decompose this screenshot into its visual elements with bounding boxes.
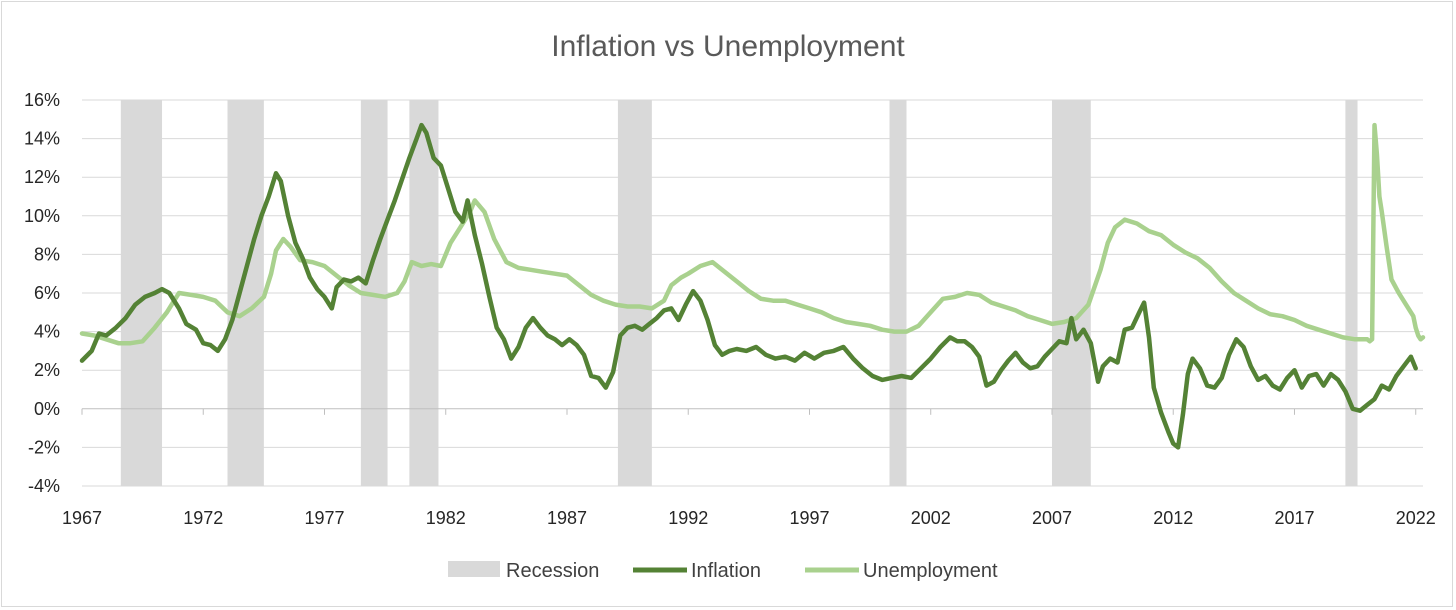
y-tick-label: 8% [34, 244, 60, 264]
chart-title: Inflation vs Unemployment [551, 30, 905, 63]
legend-label-inflation: Inflation [691, 560, 761, 582]
x-tick-label: 2007 [1032, 508, 1072, 528]
legend-label-recession: Recession [506, 560, 599, 582]
x-tick-label: 2012 [1153, 508, 1193, 528]
y-tick-label: 14% [24, 129, 60, 149]
x-tick-label: 1977 [304, 508, 344, 528]
x-tick-label: 1997 [789, 508, 829, 528]
unemployment-series-line [79, 122, 1426, 346]
y-tick-label: 6% [34, 283, 60, 303]
x-tick-label: 1992 [668, 508, 708, 528]
legend: Recession Inflation Unemployment [448, 560, 998, 582]
legend-label-unemployment: Unemployment [863, 560, 998, 582]
x-tick-label: 2017 [1274, 508, 1314, 528]
x-tick-label: 1967 [62, 508, 102, 528]
x-tick-label: 1987 [547, 508, 587, 528]
y-tick-label: 0% [34, 399, 60, 419]
tick-label-group: -4% -2% 0% 2% 4% 6% 8% 10% 12% 14% 16% 1967 1972 1977… [24, 90, 1436, 528]
y-tick-label: 2% [34, 360, 60, 380]
y-tick-label: 12% [24, 167, 60, 187]
y-tick-label: 16% [24, 90, 60, 110]
series-group [79, 122, 1426, 450]
x-tick-label: 1972 [183, 508, 223, 528]
x-tick-label: 2002 [911, 508, 951, 528]
x-tick-label: 1982 [426, 508, 466, 528]
y-tick-label: -4% [28, 476, 60, 496]
y-tick-label: 10% [24, 206, 60, 226]
inflation-series-line [79, 122, 1418, 450]
x-tick-label: 2022 [1396, 508, 1436, 528]
y-tick-label: 4% [34, 322, 60, 342]
legend-swatch-recession [448, 561, 500, 577]
y-tick-label: -2% [28, 437, 60, 457]
